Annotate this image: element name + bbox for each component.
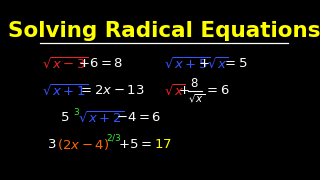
Text: $5$: $5$ [60,111,69,124]
Text: $\sqrt{x}$: $\sqrt{x}$ [188,93,206,105]
Text: $\sqrt{x-3}$: $\sqrt{x-3}$ [43,56,89,71]
Text: $\sqrt{x+2}$: $\sqrt{x+2}$ [78,110,125,125]
Text: $= 5$: $= 5$ [222,57,248,70]
Text: $17$: $17$ [154,138,172,151]
Text: $(2x-4)$: $(2x-4)$ [57,138,109,152]
Text: $+$: $+$ [198,57,210,70]
Text: $3$: $3$ [47,138,57,151]
Text: $\sqrt{x}$: $\sqrt{x}$ [207,56,229,71]
Text: Solving Radical Equations: Solving Radical Equations [8,21,320,41]
Text: $\sqrt{x}$: $\sqrt{x}$ [164,83,186,98]
Text: $+$: $+$ [178,84,190,97]
Text: $= 6$: $= 6$ [204,84,229,97]
Text: $2/3$: $2/3$ [106,132,122,143]
Text: $+ 5 =$: $+ 5 =$ [118,138,152,151]
Text: $8$: $8$ [190,77,199,90]
Text: $+ 6 = 8$: $+ 6 = 8$ [78,57,124,70]
Text: $3$: $3$ [73,106,80,117]
Text: $= 2x - 13$: $= 2x - 13$ [78,84,145,97]
Text: $\sqrt{x+5}$: $\sqrt{x+5}$ [164,56,210,71]
Text: $\sqrt{x+1}$: $\sqrt{x+1}$ [43,83,89,98]
Text: $- 4 = 6$: $- 4 = 6$ [116,111,161,124]
